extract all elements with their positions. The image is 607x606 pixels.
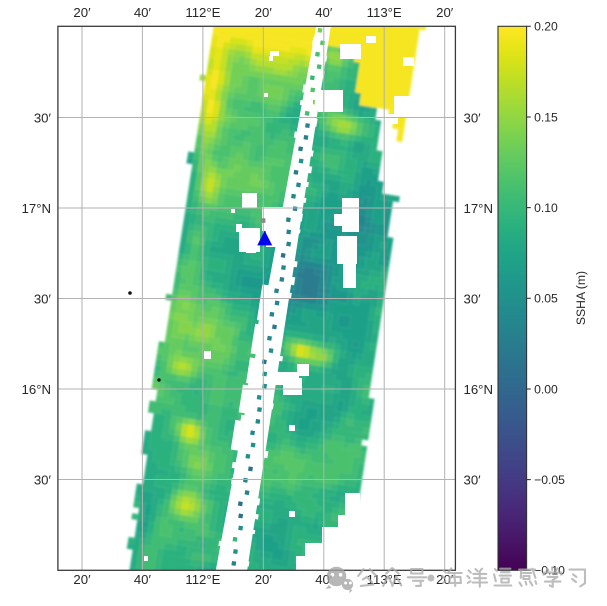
svg-text:40′: 40′ bbox=[134, 5, 152, 20]
svg-text:112°E: 112°E bbox=[185, 5, 220, 20]
svg-text:20′: 20′ bbox=[255, 5, 273, 20]
svg-text:20′: 20′ bbox=[436, 5, 454, 20]
svg-text:16°N: 16°N bbox=[22, 382, 51, 397]
svg-text:−0.05: −0.05 bbox=[534, 473, 565, 487]
svg-text:0.20: 0.20 bbox=[534, 20, 558, 34]
svg-text:−0.10: −0.10 bbox=[534, 564, 565, 578]
svg-text:20′: 20′ bbox=[255, 572, 273, 587]
svg-text:40′: 40′ bbox=[134, 572, 152, 587]
svg-text:112°E: 112°E bbox=[185, 572, 220, 587]
svg-text:30′: 30′ bbox=[34, 472, 52, 487]
svg-text:113°E: 113°E bbox=[367, 5, 402, 20]
svg-text:0.00: 0.00 bbox=[534, 382, 558, 396]
svg-text:16°N: 16°N bbox=[464, 382, 493, 397]
svg-text:40′: 40′ bbox=[315, 5, 333, 20]
svg-text:30′: 30′ bbox=[464, 110, 482, 125]
svg-text:0.10: 0.10 bbox=[534, 201, 558, 215]
svg-text:SSHA (m): SSHA (m) bbox=[574, 271, 588, 325]
svg-text:17°N: 17°N bbox=[464, 201, 493, 216]
svg-text:0.05: 0.05 bbox=[534, 292, 558, 306]
svg-text:20′: 20′ bbox=[73, 5, 91, 20]
svg-text:20′: 20′ bbox=[436, 572, 454, 587]
svg-text:30′: 30′ bbox=[34, 291, 52, 306]
svg-text:30′: 30′ bbox=[464, 472, 482, 487]
svg-text:0.15: 0.15 bbox=[534, 110, 558, 124]
svg-text:20′: 20′ bbox=[73, 572, 91, 587]
svg-text:17°N: 17°N bbox=[22, 201, 51, 216]
svg-text:30′: 30′ bbox=[464, 291, 482, 306]
svg-text:30′: 30′ bbox=[34, 110, 52, 125]
